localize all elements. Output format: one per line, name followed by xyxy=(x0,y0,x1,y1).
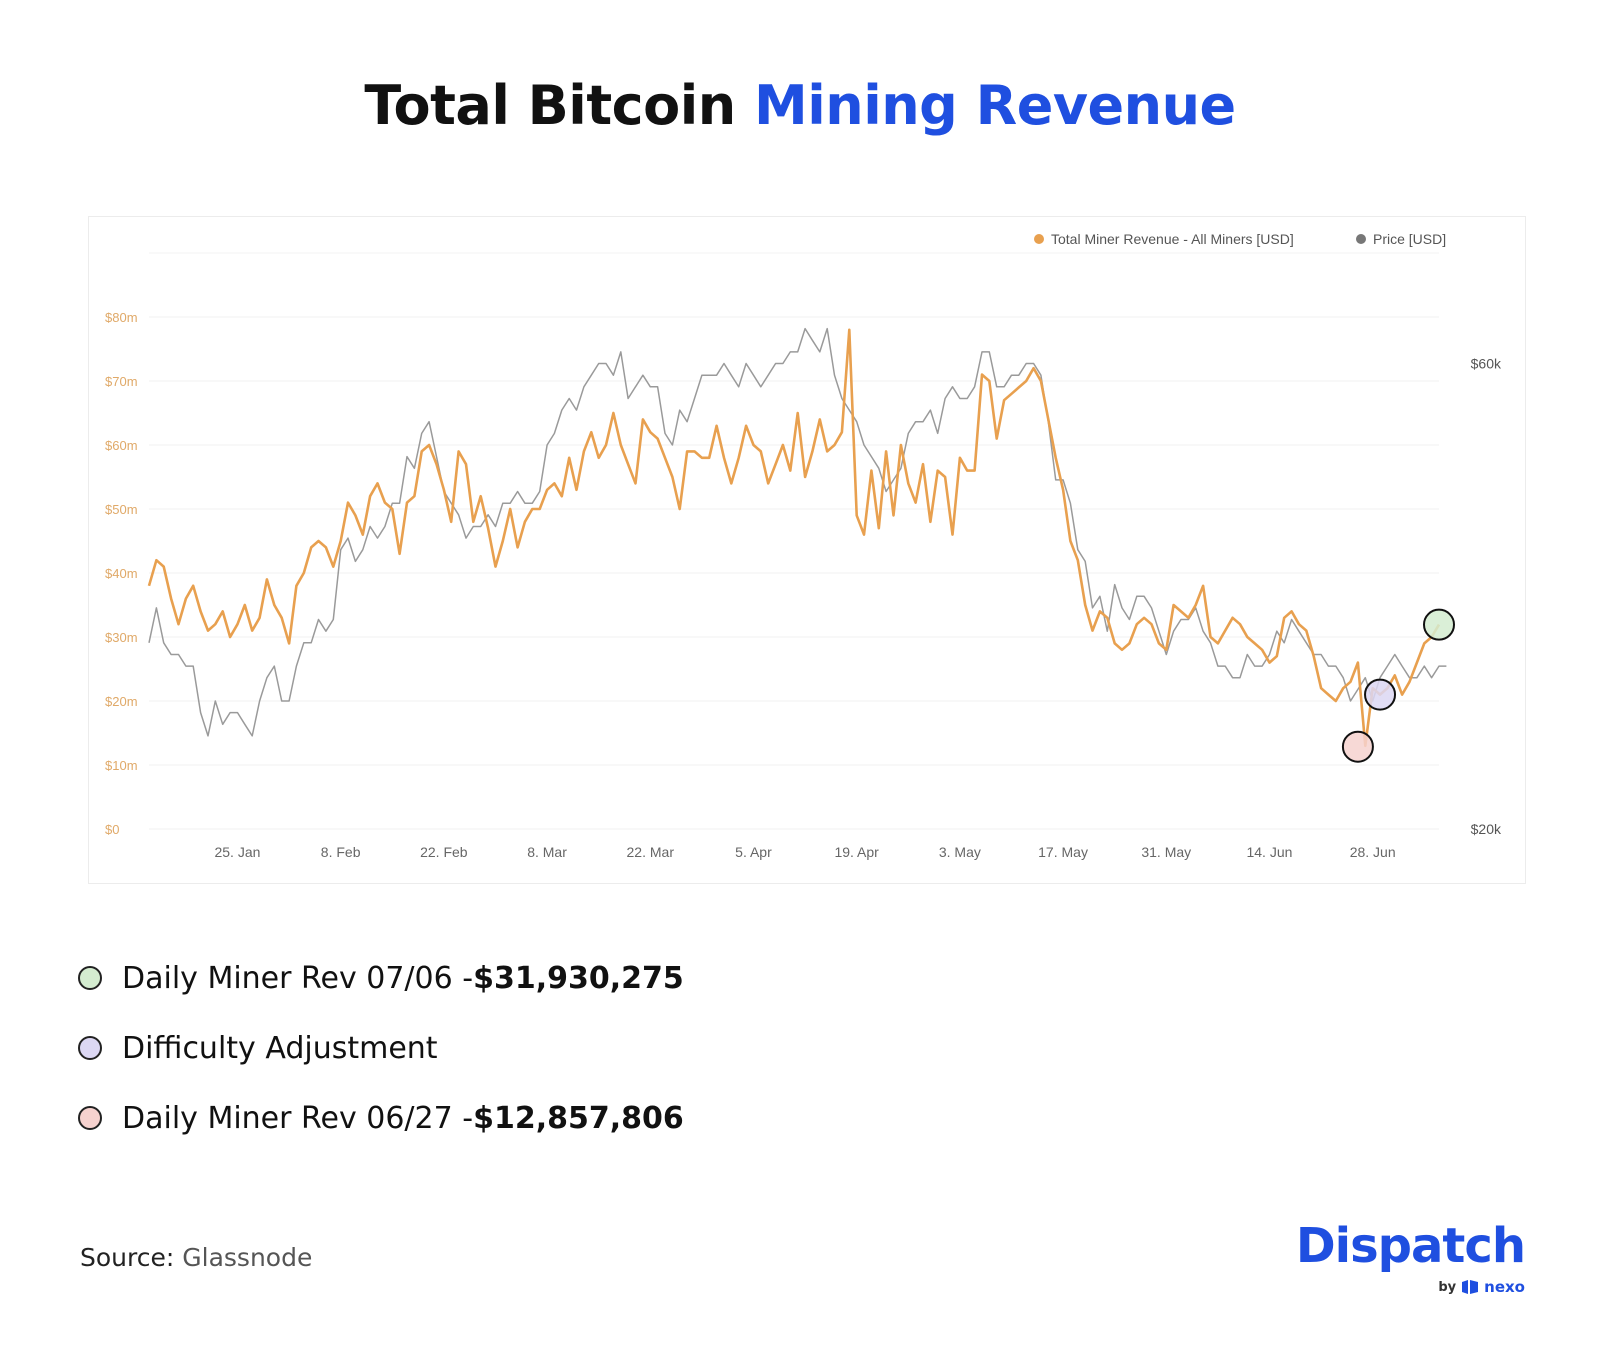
x-tick-label: 3. May xyxy=(939,844,981,860)
marker-circle xyxy=(1364,678,1397,711)
title-part1: Total Bitcoin xyxy=(364,74,736,137)
source-note: Source: Glassnode xyxy=(80,1243,312,1272)
by-label: by xyxy=(1438,1279,1457,1295)
legend-text: Difficulty Adjustment xyxy=(122,1030,438,1066)
y-left-tick-label: $0 xyxy=(105,822,119,837)
legend-label-revenue: Total Miner Revenue - All Miners [USD] xyxy=(1051,231,1294,247)
x-tick-label: 25. Jan xyxy=(214,844,260,860)
legend-value: $12,857,806 xyxy=(473,1100,684,1136)
x-tick-label: 8. Mar xyxy=(527,844,567,860)
y-left-tick-label: $60m xyxy=(105,438,138,453)
marker-circle xyxy=(1423,608,1455,641)
purple-circle-icon xyxy=(78,1036,102,1060)
legend-item-green: Daily Miner Rev 07/06 - $31,930,275 xyxy=(78,960,684,996)
x-tick-label: 28. Jun xyxy=(1350,844,1396,860)
partner-name: nexo xyxy=(1484,1278,1525,1296)
brand-logo: Dispatch by nexo xyxy=(1296,1220,1526,1300)
y-left-tick-label: $40m xyxy=(105,566,138,581)
chart-svg: $0 $10m $20m $30m $40m $50m $60m $70m $80m $20k $6… xyxy=(105,231,1502,860)
y-left-tick-label: $70m xyxy=(105,374,138,389)
legend-text: Daily Miner Rev 06/27 - xyxy=(122,1100,474,1136)
green-circle-icon xyxy=(78,966,102,990)
legend-text: Daily Miner Rev 07/06 - xyxy=(122,960,474,996)
chart-card: $0 $10m $20m $30m $40m $50m $60m $70m $80m $20k $6… xyxy=(88,216,1526,884)
dispatch-logo: Dispatch xyxy=(1295,1218,1526,1274)
y-left-tick-label: $20m xyxy=(105,694,138,709)
x-tick-label: 31. May xyxy=(1141,844,1191,860)
y-left-tick-label: $10m xyxy=(105,758,138,773)
red-circle-icon xyxy=(78,1106,102,1130)
y-right-tick-label: $60k xyxy=(1471,356,1502,372)
y-left-tick-label: $50m xyxy=(105,502,138,517)
x-tick-label: 22. Mar xyxy=(627,844,675,860)
source-name: Glassnode xyxy=(182,1243,313,1272)
y-right-tick-label: $20k xyxy=(1471,821,1502,837)
legend-item-red: Daily Miner Rev 06/27 - $12,857,806 xyxy=(78,1100,684,1136)
price-series-line xyxy=(148,327,1447,737)
marker-legend: Daily Miner Rev 07/06 - $31,930,275 Diff… xyxy=(78,960,684,1170)
miner-revenue-series-line xyxy=(147,328,1441,748)
x-tick-label: 19. Apr xyxy=(834,844,879,860)
marker-circle xyxy=(1341,730,1374,763)
nexo-icon xyxy=(1462,1280,1479,1294)
source-label: Source: xyxy=(80,1243,175,1272)
y-left-tick-label: $80m xyxy=(105,310,138,325)
x-tick-label: 22. Feb xyxy=(420,844,468,860)
legend-value: $31,930,275 xyxy=(473,960,684,996)
legend-dot-price xyxy=(1356,234,1366,244)
y-left-tick-label: $30m xyxy=(105,630,138,645)
title-part2: Mining Revenue xyxy=(754,74,1236,137)
x-tick-label: 8. Feb xyxy=(321,844,361,860)
brand-byline: by nexo xyxy=(1438,1278,1525,1296)
legend-label-price: Price [USD] xyxy=(1373,231,1446,247)
chart-title: Total Bitcoin Mining Revenue xyxy=(0,74,1600,137)
legend-dot-revenue xyxy=(1034,234,1044,244)
x-tick-label: 5. Apr xyxy=(735,844,772,860)
x-tick-label: 14. Jun xyxy=(1246,844,1292,860)
legend-item-purple: Difficulty Adjustment xyxy=(78,1030,684,1066)
x-tick-label: 17. May xyxy=(1038,844,1088,860)
